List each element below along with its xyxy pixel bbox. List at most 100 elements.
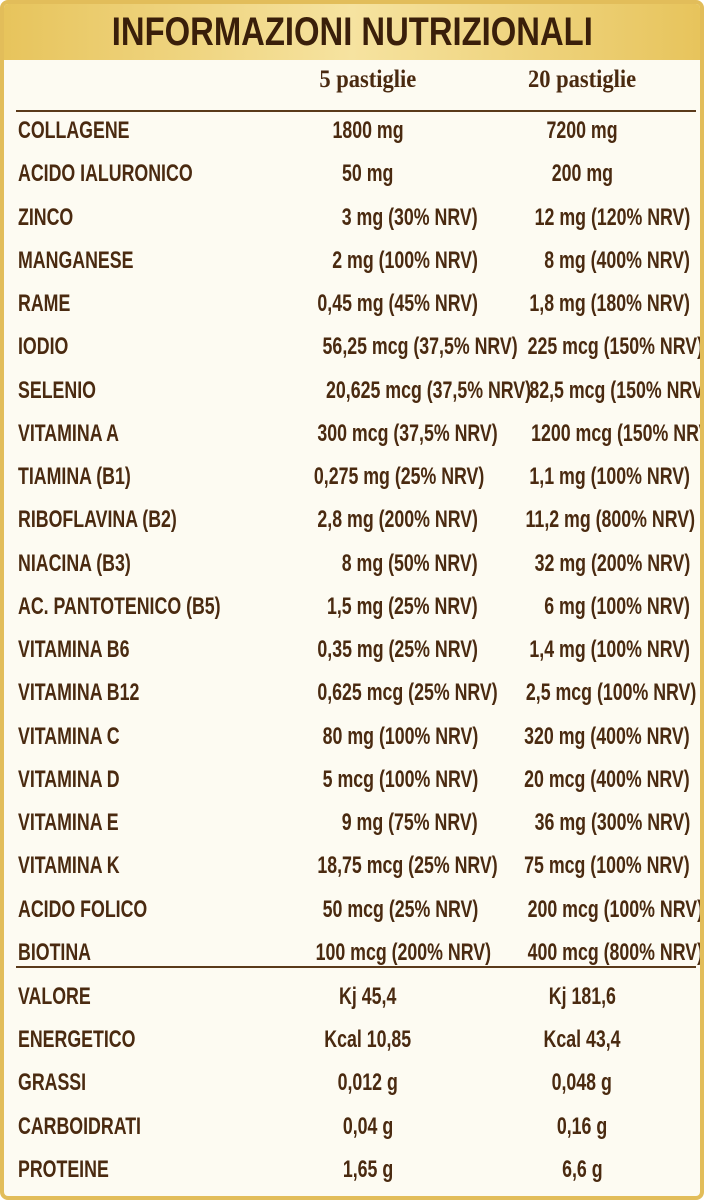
cell-text: 300 mcg (37,5% NRV) <box>317 419 498 447</box>
cell-text: 12 mg (120% NRV) <box>534 203 690 231</box>
cell-text: 100 mcg (200% NRV) <box>315 938 491 966</box>
table-cell: 50 mg <box>268 159 468 189</box>
title-text: INFORMAZIONI NUTRIZIONALI <box>111 10 593 54</box>
cell-text: Kj 181,6 <box>548 983 616 1010</box>
table-cell: CARBOIDRATI <box>18 1112 268 1142</box>
cell-text: 6,6 g <box>561 1155 603 1183</box>
cell-text: 1,5 mg (25% NRV) <box>327 592 478 620</box>
cell-text: Kj 45,4 <box>339 983 397 1010</box>
table-cell: 12 mg (120% NRV) <box>466 203 690 233</box>
table-cell: 8 mg (50% NRV) <box>254 549 478 579</box>
table-cell: Kcal 43,4 <box>482 1025 682 1055</box>
cell-text: 1,65 g <box>342 1155 394 1183</box>
table-cell: 1,65 g <box>268 1155 468 1185</box>
column-header-text: 20 pastiglie <box>527 66 637 93</box>
cell-text: IODIO <box>18 333 69 361</box>
divider <box>16 110 696 112</box>
cell-text: 0,048 g <box>551 1069 613 1097</box>
cell-text: 56,25 mcg (37,5% NRV) <box>322 333 518 361</box>
table-cell: ACIDO IALURONICO <box>18 159 268 189</box>
cell-text: 75 mcg (100% NRV) <box>524 852 690 880</box>
cell-text: NIACINA (B3) <box>18 549 131 577</box>
cell-text: VITAMINA K <box>18 852 120 880</box>
cell-text: 20 mcg (400% NRV) <box>524 765 690 793</box>
cell-text: RIBOFLAVINA (B2) <box>18 506 177 534</box>
cell-text: VALORE <box>18 983 91 1010</box>
table-cell: 2 mg (100% NRV) <box>254 246 478 276</box>
cell-text: ZINCO <box>18 203 74 231</box>
table-cell: 11,2 mg (800% NRV) <box>466 505 695 535</box>
table-cell: 36 mg (300% NRV) <box>466 808 690 838</box>
table-cell: 0,16 g <box>482 1112 682 1142</box>
table-cell: 1,5 mg (25% NRV) <box>254 592 478 622</box>
cell-text: 6 mg (100% NRV) <box>544 592 690 620</box>
table-cell: GRASSI <box>18 1068 268 1098</box>
cell-text: COLLAGENE <box>18 117 130 144</box>
cell-text: 82,5 mcg (150% NRV) <box>529 376 704 404</box>
cell-text: CARBOIDRATI <box>18 1112 142 1140</box>
cell-text: VITAMINA D <box>18 765 120 793</box>
table-cell: IODIO <box>18 332 268 362</box>
table-cell: 200 mcg (100% NRV) <box>466 895 700 925</box>
table-cell: COLLAGENE <box>18 116 268 146</box>
table-cell: 0,45 mg (45% NRV) <box>254 289 478 319</box>
table-cell: 1,8 mg (180% NRV) <box>466 289 690 319</box>
table-cell: 0,012 g <box>268 1068 468 1098</box>
table-cell: 0,35 mg (25% NRV) <box>254 635 478 665</box>
table-cell: 75 mcg (100% NRV) <box>466 851 690 881</box>
table-cell: Kj 45,4 <box>268 982 468 1012</box>
cell-text: 9 mg (75% NRV) <box>342 809 478 837</box>
cell-text: 200 mg <box>551 160 613 188</box>
cell-text: 8 mg (400% NRV) <box>544 246 690 274</box>
table-cell: 1200 mcg (150% NRV) <box>466 419 700 449</box>
table-cell: 1800 mg <box>268 116 468 146</box>
table-cell: ACIDO FOLICO <box>18 895 268 925</box>
cell-text: RAME <box>18 290 71 318</box>
cell-text: 320 mg (400% NRV) <box>524 722 690 750</box>
cell-text: 0,275 mg (25% NRV) <box>313 463 485 491</box>
table-cell: 400 mcg (800% NRV) <box>466 938 700 968</box>
table-cell: 80 mg (100% NRV) <box>254 722 478 752</box>
cell-text: 0,45 mg (45% NRV) <box>317 290 478 318</box>
table-cell: 56,25 mcg (37,5% NRV) <box>254 332 518 362</box>
table-cell: VITAMINA B12 <box>18 678 268 708</box>
table-cell: Kj 181,6 <box>482 982 682 1012</box>
table-cell: NIACINA (B3) <box>18 549 268 579</box>
divider <box>16 966 696 968</box>
table-cell: VITAMINA D <box>18 765 268 795</box>
table-cell: ENERGETICO <box>18 1025 268 1055</box>
table-cell: VITAMINA C <box>18 722 268 752</box>
table-cell: 50 mcg (25% NRV) <box>254 895 478 925</box>
cell-text: 80 mg (100% NRV) <box>322 722 478 750</box>
table-cell: 5 mcg (100% NRV) <box>254 765 478 795</box>
table-cell: Kcal 10,85 <box>268 1025 468 1055</box>
cell-text: 36 mg (300% NRV) <box>534 809 690 837</box>
cell-text: 1,8 mg (180% NRV) <box>529 290 690 318</box>
table-cell: 18,75 mcg (25% NRV) <box>254 851 497 881</box>
cell-text: 1800 mg <box>332 117 404 144</box>
cell-text: 1200 mcg (150% NRV) <box>531 419 704 447</box>
cell-text: 50 mg <box>342 160 394 188</box>
table-cell: 225 mcg (150% NRV) <box>466 332 700 362</box>
cell-text: Kcal 43,4 <box>543 1026 621 1054</box>
table-cell: 300 mcg (37,5% NRV) <box>254 419 497 449</box>
cell-text: 18,75 mcg (25% NRV) <box>317 852 498 880</box>
table-cell: RAME <box>18 289 268 319</box>
table-cell: VITAMINA A <box>18 419 268 449</box>
table-cell: AC. PANTOTENICO (B5) <box>18 592 268 622</box>
column-header-text: 5 pastiglie <box>319 66 417 93</box>
table-cell: 200 mg <box>482 159 682 189</box>
table-cell: 100 mcg (200% NRV) <box>254 938 491 968</box>
table-cell: ZINCO <box>18 203 268 233</box>
table-cell: 1,1 mg (100% NRV) <box>466 462 690 492</box>
cell-text: VITAMINA E <box>18 809 119 837</box>
table-cell: 32 mg (200% NRV) <box>466 549 690 579</box>
table-cell: SELENIO <box>18 376 268 406</box>
cell-text: ENERGETICO <box>18 1026 136 1054</box>
table-cell: VITAMINA K <box>18 851 268 881</box>
table-cell: TIAMINA (B1) <box>18 462 268 492</box>
table-cell: 6 mg (100% NRV) <box>466 592 690 622</box>
cell-text: 7200 mg <box>546 117 618 144</box>
table-cell: MANGANESE <box>18 246 268 276</box>
